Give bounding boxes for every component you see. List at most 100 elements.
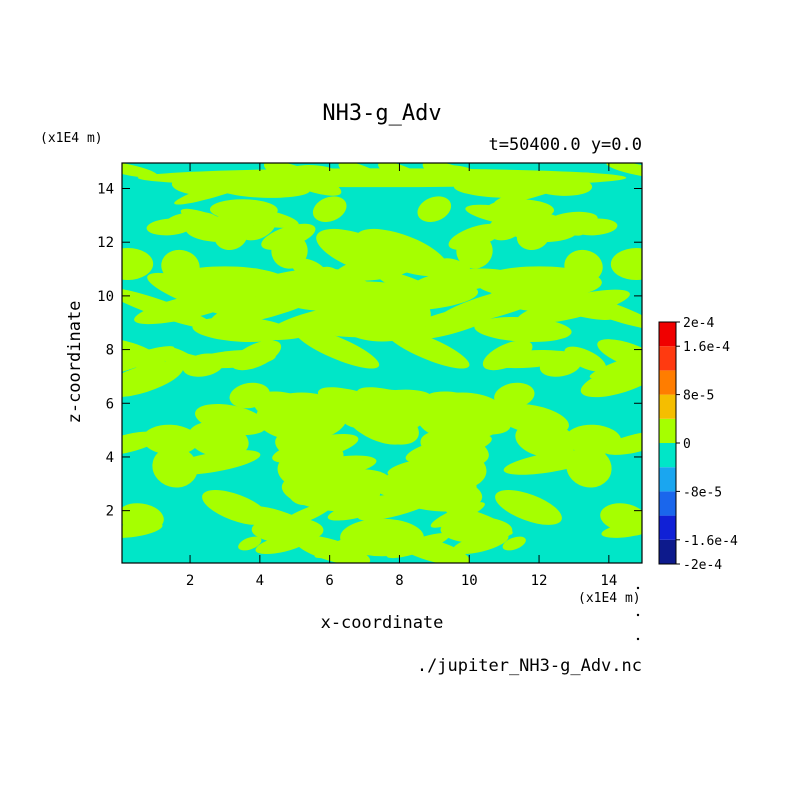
x-tick-label: 12	[531, 573, 548, 589]
marker-dots	[636, 586, 640, 641]
positive-region	[456, 233, 493, 269]
y-tick-label: 14	[97, 182, 114, 198]
colorbar-swatch	[659, 443, 676, 468]
positive-region	[465, 204, 551, 228]
colorbar-swatch	[659, 322, 676, 347]
positive-field-regions	[122, 163, 642, 563]
colorbar-swatch	[659, 467, 676, 492]
positive-region	[564, 346, 606, 372]
colorbar-swatch	[659, 491, 676, 516]
positive-region	[291, 455, 377, 479]
colorbar-label: -8e-5	[683, 485, 722, 500]
positive-region	[440, 516, 513, 544]
y-tick-label: 6	[106, 396, 114, 412]
x-tick-label: 6	[325, 573, 333, 589]
positive-region	[502, 536, 526, 551]
positive-region	[210, 285, 328, 326]
positive-region	[213, 204, 299, 228]
positive-region	[122, 248, 154, 281]
positive-region	[580, 361, 642, 398]
colorbar-swatch	[659, 515, 676, 540]
colorbar-swatch	[659, 370, 676, 395]
positive-region	[158, 346, 200, 372]
y-tick-label: 2	[106, 504, 114, 520]
positive-region	[516, 222, 550, 251]
positive-region	[515, 421, 576, 458]
positive-region	[495, 490, 562, 525]
positive-region	[142, 424, 199, 455]
positive-region	[122, 431, 161, 455]
colorbar-label: 2e-4	[683, 316, 714, 331]
positive-region	[597, 339, 642, 371]
positive-region	[251, 516, 324, 544]
positive-region	[192, 316, 290, 342]
positive-region	[476, 266, 602, 299]
positive-region	[606, 163, 642, 178]
positive-region	[122, 346, 175, 379]
x-axis-ticks: 2 4 6 8 10 12 14	[186, 163, 617, 589]
colorbar-swatch	[659, 418, 676, 443]
positive-region	[340, 518, 424, 557]
colorbar: 2e-4 1.6e-4 8e-5 0 -8e-5 -1.6e-4 -2e-4	[658, 316, 738, 573]
positive-region	[166, 450, 261, 475]
plot-frame	[121, 162, 643, 564]
x-tick-label: 4	[256, 573, 264, 589]
source-filename: ./jupiter_NH3-g_Adv.nc	[417, 656, 642, 676]
plot-area: 2 4 6 8 10 12 14 2 4 6 8 10 12 14	[97, 162, 643, 589]
positive-region	[440, 471, 477, 506]
positive-region	[188, 421, 249, 458]
colorbar-label: 1.6e-4	[683, 340, 730, 355]
positive-region	[294, 327, 380, 369]
positive-region	[603, 431, 642, 455]
positive-region	[610, 248, 642, 281]
chart-title: NH3-g_Adv	[322, 101, 441, 126]
positive-region	[437, 258, 473, 281]
positive-region	[122, 163, 158, 178]
positive-region	[194, 350, 276, 369]
chart-subtitle: t=50400.0 y=0.0	[488, 135, 642, 155]
positive-region	[166, 211, 217, 229]
positive-region	[494, 382, 535, 409]
x-tick-label: 8	[395, 573, 403, 589]
contour-field	[122, 163, 642, 563]
positive-region	[416, 392, 508, 441]
positive-region	[474, 316, 572, 342]
positive-region	[349, 251, 431, 281]
positive-region	[256, 392, 348, 441]
positive-region	[287, 471, 324, 506]
positive-region	[333, 287, 431, 342]
colorbar-label: 8e-5	[683, 389, 714, 404]
colorbar-swatch	[659, 346, 676, 371]
positive-region	[162, 266, 288, 299]
positive-region	[202, 490, 269, 525]
positive-region	[488, 350, 570, 369]
colorbar-label: -2e-4	[683, 558, 722, 573]
positive-region	[601, 521, 642, 538]
y-unit-label: (x1E4 m)	[40, 131, 103, 146]
positive-region	[291, 258, 327, 281]
x-axis-label: x-coordinate	[321, 613, 444, 633]
colorbar-label: -1.6e-4	[683, 534, 738, 549]
colorbar-swatch	[659, 539, 676, 564]
positive-region	[351, 400, 419, 445]
positive-region	[122, 521, 163, 538]
x-tick-label: 14	[600, 573, 617, 589]
positive-region	[122, 361, 184, 398]
colorbar-label: 0	[683, 437, 691, 452]
y-tick-label: 4	[106, 450, 114, 466]
y-axis-label: z-coordinate	[65, 301, 85, 424]
x-tick-label: 2	[186, 573, 194, 589]
y-tick-label: 10	[97, 289, 114, 305]
y-tick-label: 12	[97, 235, 114, 251]
positive-region	[547, 211, 598, 229]
positive-region	[357, 493, 437, 521]
y-tick-label: 8	[106, 343, 114, 359]
positive-region	[503, 450, 598, 475]
y-axis-ticks: 2 4 6 8 10 12 14	[97, 182, 642, 520]
positive-region	[137, 168, 627, 188]
positive-region	[327, 493, 407, 521]
x-tick-label: 10	[461, 573, 478, 589]
positive-region	[238, 536, 262, 551]
x-unit-label: (x1E4 m)	[578, 591, 641, 606]
